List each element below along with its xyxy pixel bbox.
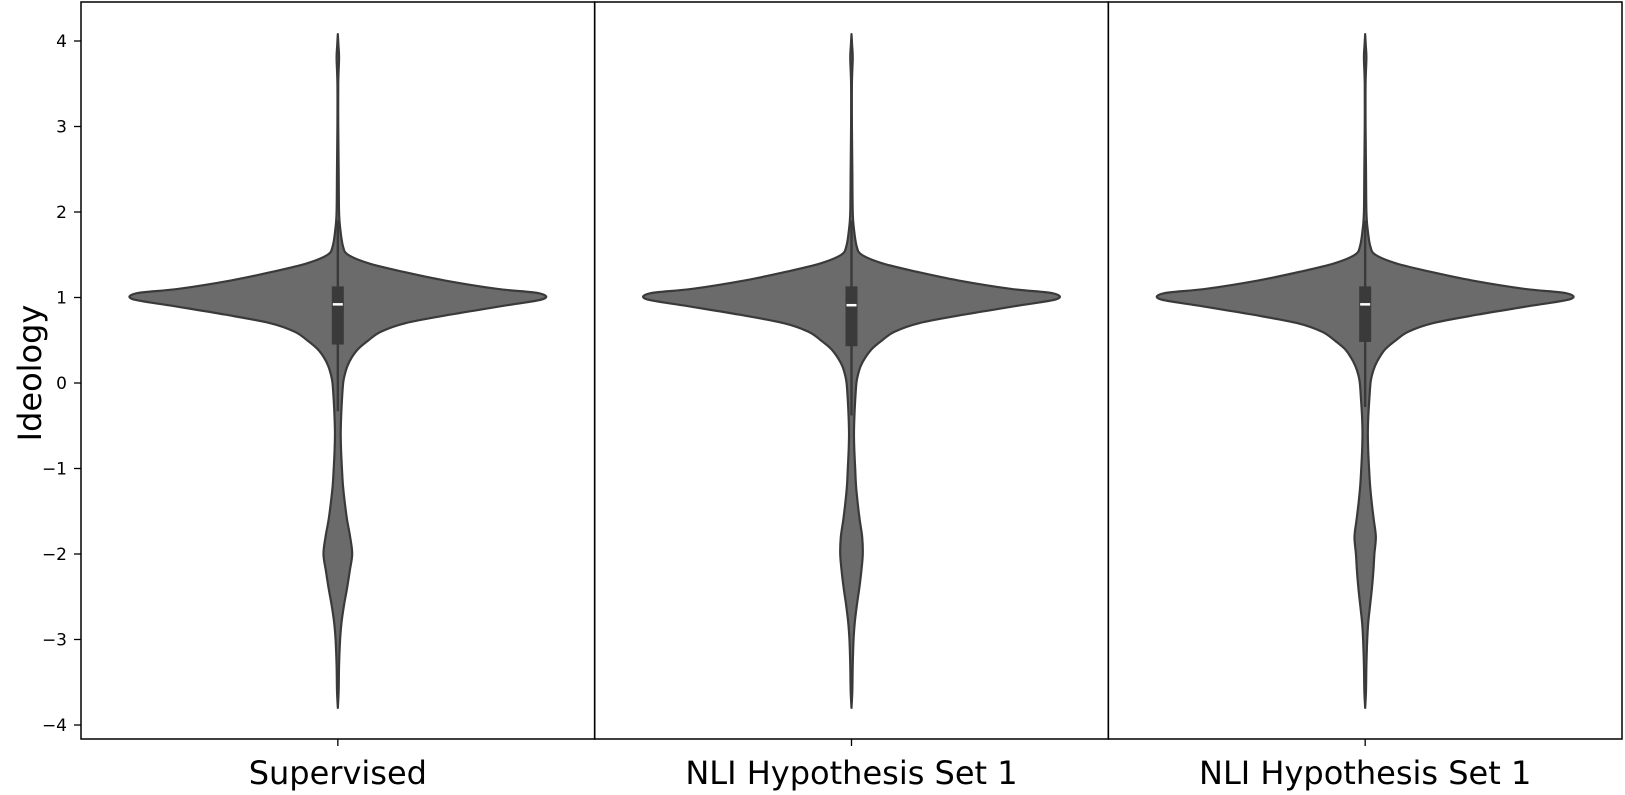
y-tick-label: 4	[56, 32, 67, 52]
y-tick-label: 3	[56, 118, 67, 138]
y-tick-label: 1	[56, 289, 67, 309]
violin-group	[128, 33, 548, 709]
y-tick-label: 2	[56, 203, 67, 223]
y-tick-label: −3	[42, 631, 67, 651]
x-axis: Supervised NLI Hypothesis Set 1 NLI Hypoth…	[249, 739, 1531, 792]
violin-iqr-box	[1359, 286, 1372, 342]
y-axis: −4 −3 −2 −1 0 1 2 3 4	[42, 32, 81, 736]
y-tick-label: 0	[56, 374, 67, 394]
violins-layer	[128, 33, 1575, 709]
x-category-label: NLI Hypothesis Set 1	[685, 754, 1017, 792]
y-tick-label: −4	[42, 716, 67, 736]
violin-iqr-box	[845, 286, 858, 347]
y-axis-title: Ideology	[11, 305, 49, 442]
y-tick-label: −1	[42, 460, 67, 480]
x-category-label: Supervised	[249, 754, 427, 792]
violin-group	[642, 33, 1061, 709]
violin-group	[1155, 33, 1575, 709]
y-tick-label: −2	[42, 545, 67, 565]
x-category-label: NLI Hypothesis Set 1	[1199, 754, 1531, 792]
violin-iqr-box	[331, 286, 344, 345]
